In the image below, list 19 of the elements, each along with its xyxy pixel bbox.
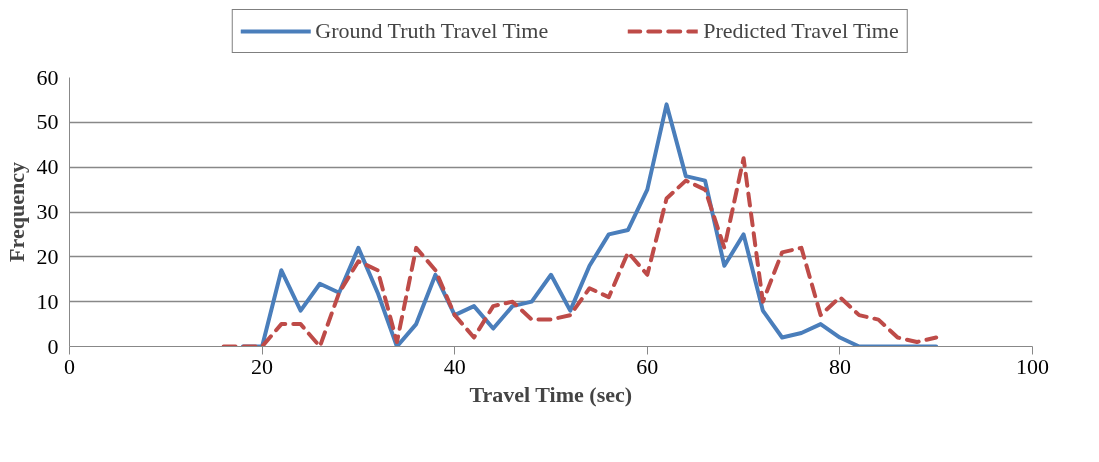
x-tick-label: 100: [1016, 353, 1049, 379]
line-series: [240, 102, 939, 347]
y-tick-label: 20: [36, 243, 59, 269]
y-tick-label: 40: [36, 154, 59, 180]
y-tick-label: 30: [36, 199, 59, 224]
y-axis-title: Frequency: [3, 162, 29, 262]
line-series: [221, 156, 939, 347]
x-axis-title: Travel Time (sec): [469, 381, 633, 407]
x-tick-label: 60: [636, 353, 659, 379]
legend-label: Predicted Travel Time: [703, 18, 899, 44]
x-tick-label: 0: [64, 353, 75, 379]
y-tick-label: 0: [47, 333, 59, 359]
x-tick-label: 80: [828, 353, 851, 379]
legend-label: Ground Truth Travel Time: [315, 18, 549, 44]
y-tick-label: 10: [36, 288, 59, 314]
x-tick-label: 20: [251, 353, 274, 379]
y-tick-label: 50: [36, 109, 59, 135]
x-tick-label: 40: [443, 353, 466, 379]
y-tick-label: 60: [36, 64, 59, 90]
